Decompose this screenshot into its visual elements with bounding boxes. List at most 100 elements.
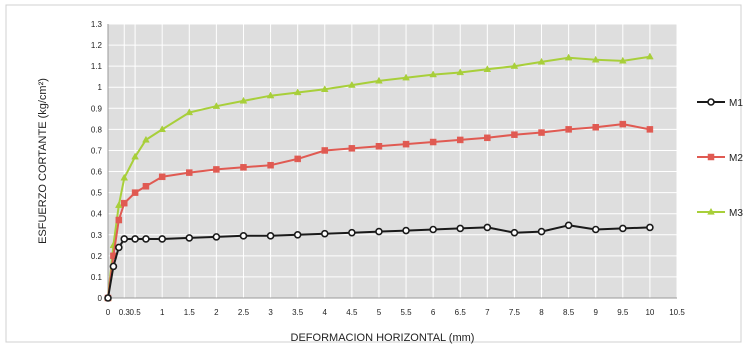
y-tick-label: 1.2 xyxy=(91,41,103,50)
y-tick-label: 1.3 xyxy=(91,20,103,29)
y-tick-label: 1 xyxy=(98,83,103,92)
y-tick-label: 0.2 xyxy=(91,252,103,261)
series-group xyxy=(104,52,654,302)
data-point xyxy=(115,243,123,252)
data-point xyxy=(104,294,112,302)
data-point xyxy=(293,88,302,96)
data-point xyxy=(212,102,221,109)
y-tick-label: 0.6 xyxy=(91,168,103,177)
data-point xyxy=(120,235,129,243)
x-tick-label: 2 xyxy=(214,308,219,317)
data-point xyxy=(142,135,150,143)
data-point xyxy=(348,145,356,152)
y-tick-label: 0.3 xyxy=(91,231,103,240)
x-tick-label: 0.3 xyxy=(119,308,131,317)
series-m3 xyxy=(104,52,654,301)
data-point xyxy=(131,235,139,243)
data-point xyxy=(537,227,546,236)
data-point xyxy=(142,235,150,243)
data-point xyxy=(510,62,519,69)
data-point xyxy=(115,216,123,224)
y-tick-label: 0.1 xyxy=(91,273,103,282)
legend-label: M3 xyxy=(729,208,743,219)
data-point xyxy=(115,201,123,208)
y-tick-label: 1.1 xyxy=(91,62,103,71)
legend: M1 M2 M3 xyxy=(697,98,743,219)
data-point xyxy=(348,81,356,88)
data-point xyxy=(646,223,654,232)
data-point xyxy=(320,85,329,92)
data-point xyxy=(120,173,129,181)
data-point xyxy=(646,126,654,133)
data-point xyxy=(375,76,383,84)
x-tick-label: 3 xyxy=(268,308,273,317)
x-tick-label: 1.5 xyxy=(184,308,196,317)
data-point xyxy=(185,108,194,116)
data-point xyxy=(591,225,600,234)
legend-label: M1 xyxy=(729,98,743,109)
data-point xyxy=(158,235,166,243)
data-point xyxy=(348,228,356,237)
legend-label: M2 xyxy=(729,153,743,164)
y-tick-label: 0.4 xyxy=(91,210,103,219)
data-point xyxy=(185,234,194,242)
plot-area xyxy=(108,24,677,298)
data-point xyxy=(565,126,572,133)
data-point xyxy=(402,140,410,148)
data-point xyxy=(429,225,437,234)
legend-marker xyxy=(707,98,715,106)
data-point xyxy=(375,227,383,236)
data-point xyxy=(483,223,492,232)
data-point xyxy=(109,262,118,271)
x-tick-label: 9 xyxy=(593,308,598,317)
legend-marker xyxy=(707,207,715,215)
x-tick-label: 5 xyxy=(377,308,382,317)
x-tick-label: 10.5 xyxy=(669,308,685,317)
x-tick-label: 1 xyxy=(160,308,165,317)
data-point xyxy=(293,230,302,239)
data-point xyxy=(131,189,139,196)
data-point xyxy=(537,57,546,65)
legend-item-m3: M3 xyxy=(697,207,743,219)
data-point xyxy=(510,228,519,237)
data-point xyxy=(186,169,193,176)
data-point xyxy=(142,183,150,190)
data-point xyxy=(564,53,573,61)
data-point xyxy=(402,226,410,235)
data-point xyxy=(267,161,274,169)
data-point xyxy=(320,229,329,238)
y-tick-label: 0.8 xyxy=(91,125,103,134)
data-point xyxy=(538,129,545,136)
series-m2 xyxy=(104,120,654,302)
legend-item-m1: M1 xyxy=(697,98,743,109)
x-tick-label: 8.5 xyxy=(563,308,575,317)
y-tick-label: 0 xyxy=(98,294,103,303)
data-point xyxy=(456,68,465,76)
data-point xyxy=(266,232,275,240)
x-axis-title: DEFORMACION HORIZONTAL (mm) xyxy=(291,332,475,344)
data-point xyxy=(121,199,128,207)
data-point xyxy=(591,55,600,63)
x-tick-label: 2.5 xyxy=(238,308,250,317)
data-point xyxy=(429,70,437,78)
data-point xyxy=(131,152,139,160)
data-point xyxy=(239,96,248,104)
data-point xyxy=(240,164,247,171)
x-tick-label: 7 xyxy=(485,308,490,317)
data-point xyxy=(266,91,275,99)
x-tick-label: 0 xyxy=(106,308,111,317)
data-point xyxy=(158,173,166,181)
data-point xyxy=(212,233,221,241)
x-tick-label: 6.5 xyxy=(455,308,467,317)
data-point xyxy=(294,155,301,163)
legend-item-m2: M2 xyxy=(697,153,743,164)
data-point xyxy=(646,52,654,60)
axes: 0 0.3 0.5 1 1.5 2 2.5 3 3.5 4 4.5 5 5.5 6 6.5 7 7.5 8 8.5 9… xyxy=(91,20,685,317)
data-point xyxy=(592,124,599,131)
data-point xyxy=(619,224,627,233)
data-point xyxy=(239,232,248,240)
data-point xyxy=(213,166,220,173)
data-point xyxy=(456,224,465,233)
